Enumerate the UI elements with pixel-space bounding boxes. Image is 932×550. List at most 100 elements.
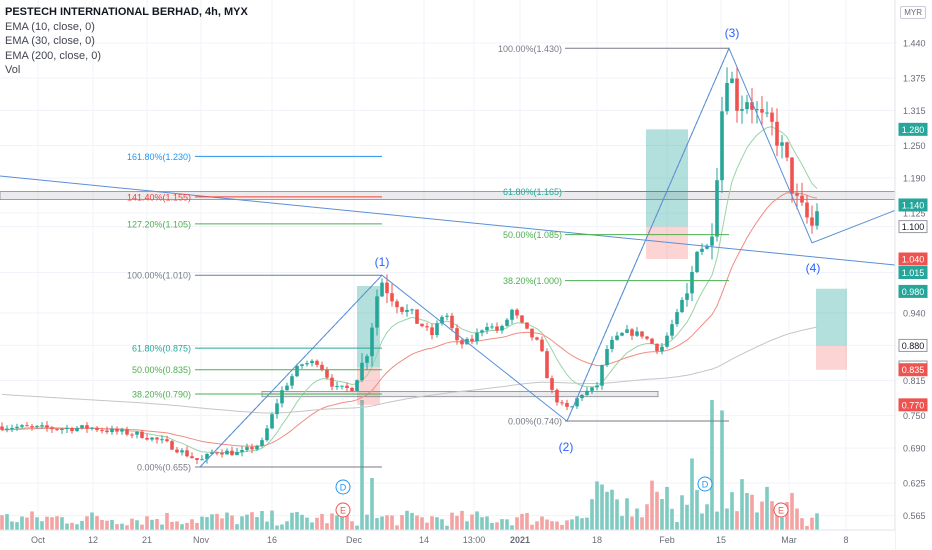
- candle-body-20: [100, 430, 104, 432]
- legend-ema-30[interactable]: EMA (30, close, 0): [5, 35, 95, 47]
- volume-bar-121: [605, 491, 609, 530]
- candle-body-77: [385, 282, 389, 294]
- volume-bar-1: [5, 514, 9, 530]
- volume-bar-132: [660, 499, 664, 530]
- time-tick-1: 12: [88, 535, 98, 545]
- price-tick-3: 1.250: [903, 141, 926, 151]
- candle-body-157: [785, 142, 789, 158]
- volume-bar-103: [515, 517, 519, 530]
- time-tick-9: 18: [592, 535, 602, 545]
- volume-bar-44: [220, 518, 224, 530]
- legend-ema-200[interactable]: EMA (200, close, 0): [5, 49, 101, 62]
- event-marker-0: [335, 479, 351, 495]
- time-tick-11: 15: [716, 535, 726, 545]
- volume-bar-65: [325, 523, 329, 530]
- candle-body-82: [410, 309, 414, 311]
- fib-left-label-6: 38.20%(0.790): [132, 390, 191, 400]
- candle-body-37: [185, 450, 189, 457]
- price-badge-0: [898, 122, 928, 136]
- candle-body-151: [755, 109, 759, 111]
- candle-body-125: [625, 329, 629, 333]
- candle-body-138: [690, 272, 694, 294]
- fib-left-label-2: 127.20%(1.105): [127, 219, 191, 229]
- volume-bar-9: [45, 516, 49, 530]
- candle-body-161: [805, 202, 809, 218]
- candle-body-40: [200, 459, 204, 461]
- candle-body-103: [515, 309, 519, 316]
- candle-body-62: [310, 360, 314, 364]
- candle-body-153: [765, 112, 769, 114]
- volume-bar-142: [710, 400, 714, 530]
- currency-badge[interactable]: MYR: [900, 6, 926, 19]
- volume-bar-76: [380, 516, 384, 530]
- volume-bar-101: [505, 519, 509, 530]
- volume-bar-66: [330, 513, 334, 530]
- legend-ema-10[interactable]: EMA (10, close, 0): [5, 20, 95, 33]
- volume-bar-35: [175, 521, 179, 530]
- candle-body-130: [650, 338, 654, 344]
- wave-label-2: (2): [559, 440, 574, 454]
- candle-body-117: [585, 390, 589, 395]
- candle-body-47: [235, 451, 239, 456]
- event-marker-2: [697, 476, 713, 492]
- volume-bar-95: [475, 511, 479, 530]
- volume-bar-151: [755, 512, 759, 530]
- candle-body-132: [660, 346, 664, 352]
- candles: [0, 66, 819, 465]
- event-marker-label-2: D: [702, 480, 709, 490]
- price-badge-6: [898, 338, 928, 352]
- event-marker-label-3: E: [778, 506, 784, 516]
- candle-body-97: [485, 326, 489, 331]
- price-badge-2: [898, 220, 928, 234]
- volume-bar-72: [360, 400, 364, 530]
- candle-body-2: [10, 428, 14, 430]
- candle-body-23: [115, 428, 119, 432]
- volume-bar-152: [760, 501, 764, 530]
- legend-volume[interactable]: Vol: [5, 64, 21, 76]
- candle-body-67: [335, 385, 339, 387]
- volume-bar-37: [185, 522, 189, 530]
- price-badge-8: [898, 363, 928, 377]
- volume-bar-43: [215, 513, 219, 530]
- candle-body-92: [460, 340, 464, 345]
- candle-body-61: [305, 363, 309, 365]
- volume-bar-61: [305, 517, 309, 530]
- volume-bar-57: [285, 521, 289, 530]
- price-badge-9: [898, 398, 928, 412]
- time-tick-6: 14: [419, 535, 429, 545]
- volume-bar-5: [25, 517, 29, 530]
- volume-bar-104: [520, 513, 524, 530]
- candle-body-36: [180, 450, 184, 453]
- candle-body-110: [550, 378, 554, 390]
- volume-bar-117: [585, 517, 589, 530]
- candle-body-122: [610, 339, 614, 350]
- candle-body-15: [75, 427, 79, 432]
- candle-body-133: [665, 335, 669, 347]
- time-tick-7: 13:00: [463, 535, 486, 545]
- volume-bar-69: [345, 511, 349, 530]
- volume-bar-40: [200, 516, 204, 530]
- elliott-wave-path: [199, 47, 896, 468]
- candle-body-21: [105, 430, 109, 433]
- fib-left-label-5: 50.00%(0.835): [132, 365, 191, 375]
- candle-body-66: [330, 377, 334, 387]
- candle-body-42: [210, 452, 214, 454]
- candle-body-85: [425, 326, 429, 328]
- symbol-title: PESTECH INTERNATIONAL BERHAD, 4h, MYX: [5, 6, 248, 18]
- candle-body-0: [0, 426, 4, 430]
- position-target-zone-1: [646, 129, 688, 227]
- candle-body-30: [150, 437, 154, 440]
- candle-body-146: [730, 78, 734, 84]
- candle-body-26: [130, 434, 134, 436]
- candle-body-106: [530, 328, 534, 338]
- volume-bar-91: [455, 515, 459, 530]
- candle-body-86: [430, 327, 434, 336]
- volume-bar-93: [465, 521, 469, 530]
- volume-bar-58: [290, 512, 294, 530]
- price-tick-2: 1.315: [903, 106, 926, 116]
- volume-bar-106: [530, 524, 534, 530]
- volume-bar-51: [255, 517, 259, 530]
- time-tick-10: Feb: [659, 535, 675, 545]
- candle-body-107: [535, 337, 539, 340]
